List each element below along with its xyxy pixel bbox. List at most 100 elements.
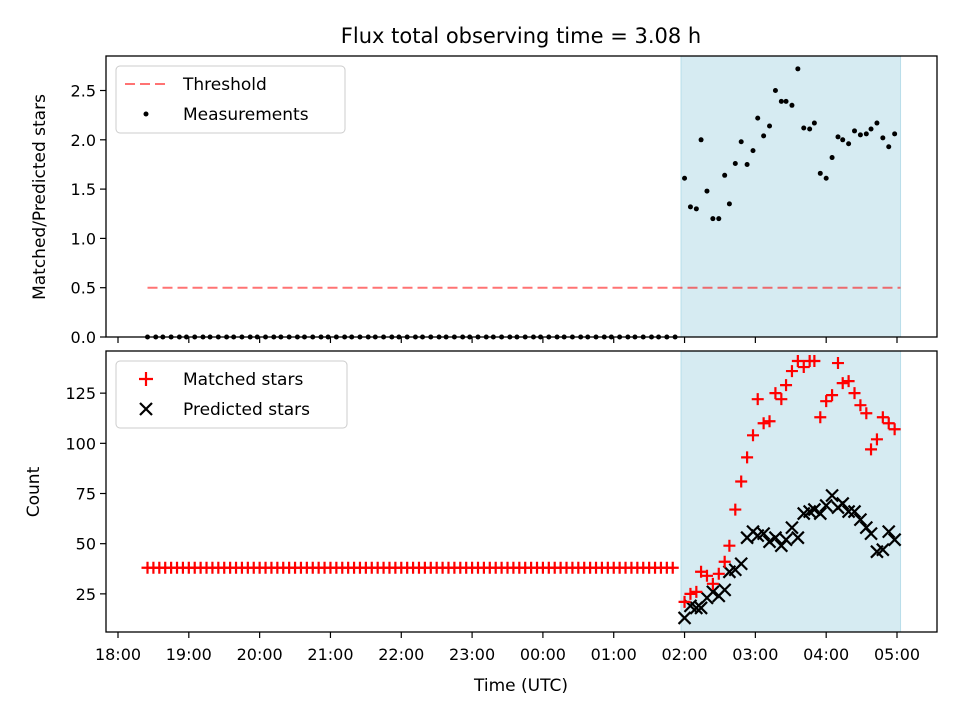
y-tick-label: 100 — [65, 434, 96, 453]
matched-star-point — [826, 389, 839, 402]
predicted-star-point — [835, 496, 850, 511]
predicted-stars-points — [677, 488, 902, 625]
measurement-point — [716, 216, 722, 222]
measurement-point — [738, 139, 744, 145]
matched-star-point — [842, 375, 855, 388]
measurement-point — [835, 134, 841, 140]
predicted-star-point — [785, 520, 799, 535]
x-tick-label: 23:00 — [449, 645, 495, 664]
bottom-legend-box — [115, 360, 348, 429]
matched-star-point — [747, 429, 760, 442]
measurement-point — [755, 115, 761, 121]
top-axes-frame — [105, 55, 938, 338]
predicted-star-point — [734, 556, 748, 571]
matched-star-point — [780, 379, 793, 392]
predicted-star-point — [813, 506, 828, 521]
measurement-point — [783, 98, 789, 104]
matched-star-point — [870, 433, 883, 446]
y-tick-label: 2.5 — [71, 82, 96, 101]
chart-title: Flux total observing time = 3.08 h — [341, 24, 701, 48]
measurement-point — [750, 148, 756, 154]
bottom-panel: 25 50 75 100 125 18:00 19:00 20:00 21:00 22:00 23… — [24, 350, 938, 696]
measurement-point — [778, 98, 784, 104]
measurement-point — [698, 137, 704, 143]
measurement-point — [710, 216, 716, 222]
measurement-point — [767, 123, 773, 129]
measurement-point — [744, 161, 750, 167]
measurement-point — [829, 155, 835, 161]
x-tick-label: 05:00 — [874, 645, 920, 664]
predicted-star-point — [791, 530, 805, 545]
measurement-point — [807, 126, 813, 132]
predicted-star-point — [841, 504, 856, 519]
predicted-star-point — [819, 498, 833, 513]
matched-star-point — [775, 393, 788, 406]
top-panel: 0.0 0.5 1.0 1.5 2.0 2.5 Matched/Predicted sta… — [30, 55, 938, 347]
x-tick-label: 19:00 — [166, 645, 212, 664]
measurement-point — [880, 135, 886, 141]
y-tick-label: 125 — [65, 384, 96, 403]
measurement-point — [817, 170, 823, 176]
matched-star-point — [831, 357, 844, 370]
predicted-star-point — [768, 530, 783, 545]
matched-star-point — [882, 417, 895, 430]
y-tick-label: 25 — [76, 585, 96, 604]
legend-matched-swatch — [139, 372, 153, 386]
x-axis-label: Time (UTC) — [473, 676, 568, 696]
x-tick-label: 18:00 — [95, 645, 141, 664]
matched-star-point — [785, 365, 798, 378]
x-tick-label: 01:00 — [591, 645, 637, 664]
measurement-point — [857, 132, 863, 138]
matched-star-point — [848, 387, 861, 400]
y-tick-label: 75 — [76, 485, 96, 504]
measurement-point — [874, 120, 880, 126]
matched-star-point — [791, 355, 804, 368]
predicted-star-point — [807, 502, 822, 517]
matched-star-point — [712, 567, 725, 580]
top-y-ticks: 0.0 0.5 1.0 1.5 2.0 2.5 — [71, 82, 106, 347]
predicted-star-point — [881, 524, 896, 539]
measurement-point — [732, 160, 738, 166]
measurement-point — [892, 131, 898, 137]
matched-star-point — [888, 423, 901, 436]
measurement-point — [772, 88, 778, 94]
bottom-y-ticks: 25 50 75 100 125 — [65, 384, 106, 604]
measurement-point — [811, 120, 817, 126]
matched-star-point — [678, 595, 691, 608]
measurement-point — [840, 137, 846, 143]
matched-star-point — [808, 355, 821, 368]
legend-threshold-label: Threshold — [182, 75, 267, 95]
matched-star-point — [854, 399, 867, 412]
measurement-point — [682, 175, 688, 181]
matched-star-point — [836, 377, 849, 390]
matched-star-point — [814, 411, 827, 424]
x-tick-label: 21:00 — [307, 645, 353, 664]
predicted-star-point — [717, 583, 732, 597]
matched-stars-points — [141, 355, 901, 608]
matched-star-point — [876, 411, 889, 424]
matched-star-point — [706, 577, 719, 590]
predicted-star-point — [876, 542, 890, 557]
predicted-star-point — [762, 534, 777, 549]
matched-star-point — [860, 407, 873, 420]
measurement-point — [687, 204, 693, 210]
measurement-point — [886, 144, 892, 150]
predicted-star-point — [864, 526, 878, 541]
measurement-point — [863, 131, 869, 137]
matched-star-point — [769, 387, 782, 400]
matched-star-point — [684, 587, 697, 600]
matched-star-point — [757, 417, 770, 430]
x-tick-label: 22:00 — [378, 645, 424, 664]
matched-star-point — [763, 415, 776, 428]
x-tick-label: 02:00 — [661, 645, 707, 664]
matched-star-point — [666, 561, 679, 574]
legend-predicted-swatch — [139, 402, 153, 416]
x-tick-label: 03:00 — [732, 645, 778, 664]
top-x-ticks — [117, 337, 898, 343]
bottom-legend: Matched stars Predicted stars — [115, 360, 348, 429]
x-tick-label: 04:00 — [803, 645, 849, 664]
bottom-axes-frame — [105, 350, 938, 633]
legend-measurements-label: Measurements — [183, 105, 309, 125]
bottom-y-axis-label: Count — [24, 466, 44, 517]
